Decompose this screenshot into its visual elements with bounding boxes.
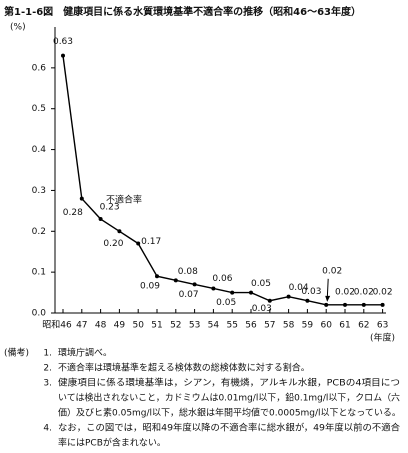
x-tick-label: 50 <box>132 321 144 331</box>
note-number: 3. <box>43 379 52 389</box>
x-tick-label: 54 <box>208 321 220 331</box>
annotation: 不適合率 <box>106 194 142 206</box>
y-unit: (%) <box>10 23 26 33</box>
value-label: 0.23 <box>100 203 120 213</box>
point <box>211 286 216 291</box>
arrow-head <box>325 295 331 302</box>
value-label: 0.17 <box>141 237 161 247</box>
x-tick-label: 55 <box>226 321 237 331</box>
point <box>117 229 122 234</box>
point <box>286 294 291 299</box>
point <box>361 302 366 307</box>
x-tick-label: 56 <box>245 321 257 331</box>
note-number: 1. <box>43 349 52 359</box>
value-label: 0.02 <box>335 287 355 297</box>
y-tick-label: 0.1 <box>32 268 46 278</box>
notes-label: (備考) <box>4 347 29 359</box>
note-line: 価）及びヒ素0.05mg/l以下，総水銀は年間平均値で0.0005mg/l以下と… <box>58 407 401 419</box>
chart-title: 第1-1-6図 健康項目に係る水質環境基準不適合率の推移（昭和46～63年度） <box>4 5 361 18</box>
point <box>343 302 347 307</box>
value-label: 0.02 <box>354 287 374 297</box>
note-line: 率にはPCBが含まれない。 <box>58 437 166 449</box>
note-line: いては検出されないこと，カドミウムは0.01mg/l以下，鉛0.1mg/l以下，… <box>58 392 400 404</box>
x-tick-label: 60 <box>320 321 332 331</box>
x-tick-label: 53 <box>189 321 200 331</box>
x-tick-label: 62 <box>358 321 369 331</box>
y-tick-label: 0.5 <box>32 104 46 114</box>
point <box>192 282 197 287</box>
point <box>230 290 235 295</box>
value-label: 0.05 <box>216 298 236 308</box>
x-tick-label: 49 <box>114 321 126 331</box>
y-tick-label: 0.0 <box>32 309 47 319</box>
value-label: 0.02 <box>322 266 342 276</box>
point <box>136 241 141 246</box>
x-tick-label: 48 <box>95 321 107 331</box>
note-number: 4. <box>43 424 52 434</box>
x-tick-label: 58 <box>283 321 295 331</box>
value-label: 0.05 <box>251 279 271 289</box>
value-label: 0.06 <box>212 274 232 284</box>
x-tick-label: 47 <box>76 321 87 331</box>
x-tick-label: 52 <box>170 321 181 331</box>
value-label: 0.02 <box>373 287 393 297</box>
value-label: 0.09 <box>140 282 160 292</box>
note-line: 環境庁調べ。 <box>58 347 112 359</box>
x-unit: (年度) <box>370 332 395 344</box>
point <box>305 298 310 303</box>
x-tick-label: 昭和46 <box>42 320 72 331</box>
value-label: 0.04 <box>289 283 309 293</box>
note-number: 2. <box>43 364 52 374</box>
x-tick-label: 59 <box>302 321 314 331</box>
x-tick-label: 61 <box>339 321 350 331</box>
y-tick-label: 0.3 <box>32 186 46 196</box>
value-label: 0.63 <box>53 37 73 47</box>
value-label: 0.20 <box>103 239 123 249</box>
x-tick-label: 51 <box>151 321 162 331</box>
y-tick-label: 0.2 <box>32 227 46 237</box>
point <box>249 290 253 295</box>
note-line: なお，この図では，昭和49年度以降の不適合率に総水銀が，49年度以前の不適合 <box>58 422 400 434</box>
note-line: 健康項目に係る環境基準は，シアン，有機燐，アルキル水銀，PCBの4項目につ <box>58 377 400 389</box>
x-tick-label: 57 <box>264 321 275 331</box>
value-label: 0.07 <box>179 290 199 300</box>
note-line: 不適合率は環境基準を超える検体数の総検体数に対する割合。 <box>58 362 310 374</box>
y-tick-label: 0.4 <box>32 145 47 155</box>
point <box>267 298 272 303</box>
value-label: 0.03 <box>301 287 321 297</box>
point <box>324 302 329 307</box>
point <box>173 278 178 283</box>
line <box>62 55 383 306</box>
point <box>380 302 385 307</box>
y-tick-label: 0.6 <box>32 63 47 73</box>
value-label: 0.03 <box>252 304 272 314</box>
x-tick-label: 63 <box>377 321 388 331</box>
point <box>155 274 159 279</box>
point <box>98 217 103 222</box>
value-label: 0.28 <box>63 208 83 218</box>
point <box>61 53 65 58</box>
point <box>79 196 84 201</box>
value-label: 0.08 <box>178 267 198 277</box>
